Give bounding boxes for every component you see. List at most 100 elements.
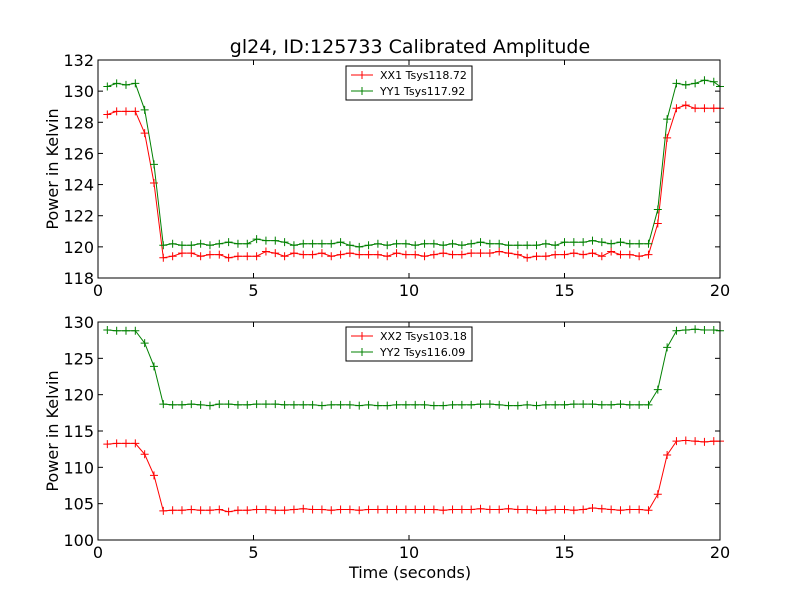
lower-y-tick-label: 130 [63,313,94,332]
lower-y-tick-label: 110 [63,458,94,477]
upper-data-point [252,252,261,261]
upper-data-point [299,239,308,248]
lower-data-point [616,506,625,515]
lower-data-point [317,505,326,514]
upper-data-point [112,79,121,88]
lower-data-point [383,505,392,514]
upper-data-point [616,250,625,259]
upper-data-point [551,250,560,259]
upper-data-point [121,107,130,116]
lower-data-point [672,437,681,446]
lower-data-point [467,400,476,409]
lower-legend-marker [358,332,366,340]
upper-data-point [280,252,289,261]
lower-data-point [420,505,429,514]
upper-data-point [411,250,420,259]
upper-y-tick-label: 124 [63,176,94,195]
upper-y-tick-label: 122 [63,207,94,226]
upper-data-point [121,80,130,89]
lower-data-point [672,326,681,335]
upper-data-point [691,79,700,88]
upper-data-point [271,236,280,245]
lower-data-point [681,325,690,334]
upper-data-point [616,238,625,247]
lower-data-point [121,326,130,335]
lower-data-point [607,400,616,409]
upper-data-point [317,239,326,248]
upper-data-point [243,252,252,261]
lower-data-point [317,401,326,410]
upper-data-point [177,241,186,250]
upper-data-point [569,238,578,247]
lower-data-point [224,400,233,409]
lower-data-point [504,504,513,513]
upper-data-point [681,80,690,89]
lower-x-tick-label: 0 [93,543,103,562]
upper-data-point [177,249,186,258]
upper-data-point [364,241,373,250]
lower-data-point [588,400,597,409]
upper-data-point [401,239,410,248]
lower-data-point [429,505,438,514]
upper-data-point [261,247,270,256]
lower-legend: XX2 Tsys103.18 YY2 Tsys116.09 [345,326,473,362]
lower-data-point [355,401,364,410]
lower-data-point [112,439,121,448]
lower-data-point [513,401,522,410]
upper-data-point [448,250,457,259]
lower-y-tick-label: 125 [63,349,94,368]
lower-data-point [588,504,597,513]
upper-data-point [439,249,448,258]
lower-data-point [523,400,532,409]
upper-data-point [261,236,270,245]
lower-data-point [243,506,252,515]
upper-data-point [205,250,214,259]
upper-data-point [709,77,718,86]
upper-series-1 [103,76,724,251]
upper-data-point [224,238,233,247]
upper-data-point [411,241,420,250]
lower-data-point [355,506,364,515]
lower-data-point [177,400,186,409]
lower-data-point [523,505,532,514]
lower-data-point [345,505,354,514]
lower-y-tick-label: 100 [63,531,94,550]
lower-data-point [504,401,513,410]
upper-data-point [131,79,140,88]
upper-y-tick-label: 118 [63,269,94,288]
upper-data-point [373,239,382,248]
upper-data-point [327,252,336,261]
lower-data-point [121,439,130,448]
lower-data-point [457,400,466,409]
upper-data-point [280,238,289,247]
upper-data-point [513,250,522,259]
lower-data-point [224,507,233,516]
upper-data-point [205,241,214,250]
lower-data-point [392,505,401,514]
lower-data-point [476,504,485,513]
upper-data-point [476,249,485,258]
upper-data-point [523,241,532,250]
upper-data-point [448,239,457,248]
upper-data-point [168,239,177,248]
upper-data-point [476,238,485,247]
lower-data-point [635,505,644,514]
upper-series-0 [103,101,724,262]
upper-data-point [457,250,466,259]
upper-data-point [373,250,382,259]
upper-x-tick-label: 0 [93,281,103,300]
lower-data-point [625,400,634,409]
lower-data-point [261,400,270,409]
upper-data-point [588,249,597,258]
lower-data-point [644,506,653,515]
upper-data-point [691,104,700,113]
lower-data-point [327,506,336,515]
lower-data-point [168,400,177,409]
upper-data-point [644,250,653,259]
upper-legend-marker [358,87,366,95]
lower-data-point [579,400,588,409]
upper-data-point [597,252,606,261]
lower-data-point [233,400,242,409]
lower-data-point [289,400,298,409]
upper-data-point [429,250,438,259]
